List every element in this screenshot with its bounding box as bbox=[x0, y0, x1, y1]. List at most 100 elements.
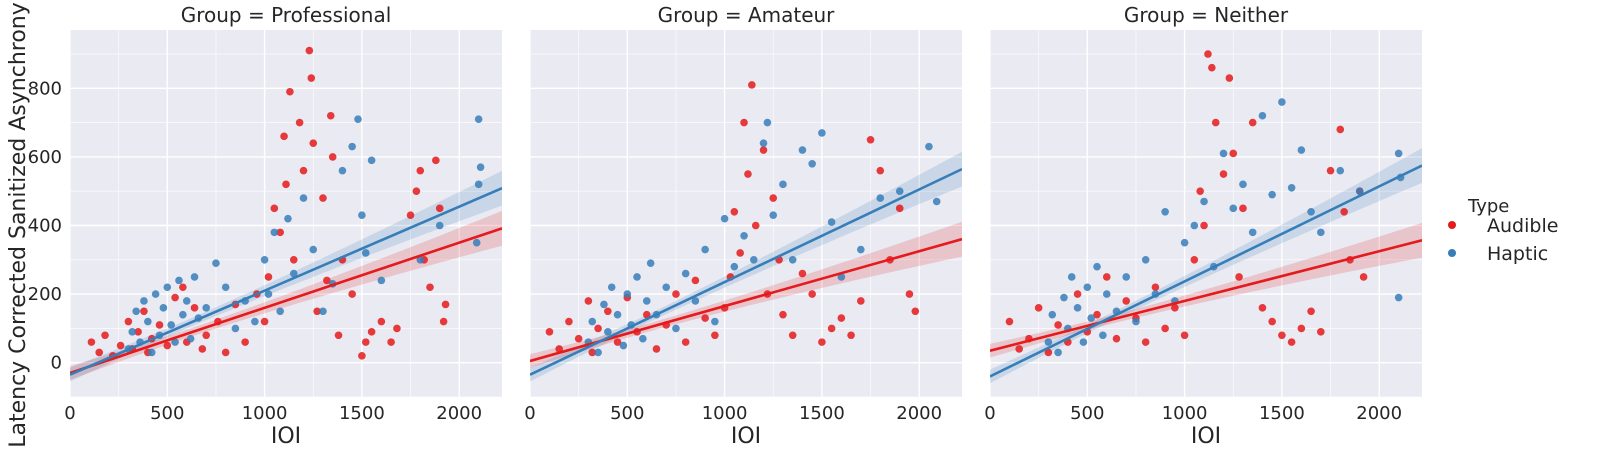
point-audible bbox=[367, 328, 376, 336]
point-haptic bbox=[190, 273, 199, 281]
point-haptic bbox=[691, 297, 700, 305]
point-haptic bbox=[289, 269, 298, 278]
point-audible bbox=[348, 290, 356, 298]
point-haptic bbox=[646, 259, 655, 268]
point-haptic bbox=[1394, 149, 1403, 158]
panel-background bbox=[530, 30, 962, 397]
point-audible bbox=[1204, 50, 1212, 58]
point-audible bbox=[565, 317, 573, 326]
point-haptic bbox=[1258, 111, 1267, 120]
point-audible bbox=[1044, 348, 1053, 357]
point-haptic bbox=[604, 328, 612, 336]
y-tick-label: 200 bbox=[28, 284, 62, 305]
point-audible bbox=[613, 338, 622, 346]
point-audible bbox=[691, 276, 700, 285]
point-haptic bbox=[1297, 146, 1306, 154]
legend-marker-haptic bbox=[1448, 249, 1456, 257]
panel-title: Group = Professional bbox=[181, 3, 392, 27]
point-haptic bbox=[299, 194, 308, 202]
point-haptic bbox=[175, 276, 183, 285]
point-audible bbox=[1054, 321, 1062, 329]
point-audible bbox=[1326, 166, 1335, 175]
point-audible bbox=[808, 290, 816, 298]
point-haptic bbox=[720, 214, 729, 223]
point-audible bbox=[711, 331, 719, 340]
point-audible bbox=[1297, 324, 1306, 333]
plot-area bbox=[530, 81, 962, 382]
point-haptic bbox=[179, 310, 187, 319]
x-tick-label: 0 bbox=[64, 403, 75, 424]
point-haptic bbox=[1200, 197, 1208, 206]
point-haptic bbox=[1287, 183, 1296, 192]
point-audible bbox=[652, 345, 661, 353]
point-audible bbox=[326, 111, 335, 120]
point-haptic bbox=[623, 290, 632, 298]
point-audible bbox=[221, 348, 230, 357]
point-haptic bbox=[740, 231, 748, 240]
point-haptic bbox=[613, 310, 622, 319]
panel-title: Group = Amateur bbox=[658, 3, 836, 27]
point-haptic bbox=[1048, 310, 1057, 319]
point-audible bbox=[1268, 317, 1276, 326]
x-tick-label: 500 bbox=[1070, 403, 1104, 424]
point-audible bbox=[1239, 204, 1247, 213]
point-audible bbox=[574, 334, 583, 343]
point-audible bbox=[441, 300, 450, 309]
regression-line-haptic bbox=[990, 164, 1422, 378]
x-tick-label: 0 bbox=[984, 403, 995, 424]
point-haptic bbox=[769, 211, 778, 220]
point-haptic bbox=[607, 283, 616, 292]
point-haptic bbox=[231, 324, 240, 333]
point-haptic bbox=[876, 194, 885, 202]
point-haptic bbox=[711, 317, 719, 326]
point-haptic bbox=[264, 290, 273, 298]
point-audible bbox=[1171, 304, 1179, 312]
point-haptic bbox=[1087, 314, 1095, 322]
point-haptic bbox=[1161, 207, 1169, 216]
point-haptic bbox=[182, 297, 191, 305]
x-axis-label: IOI bbox=[271, 424, 301, 449]
point-audible bbox=[1180, 331, 1189, 340]
x-tick-label: 1500 bbox=[799, 403, 845, 424]
point-audible bbox=[190, 304, 199, 312]
point-audible bbox=[895, 204, 904, 213]
point-audible bbox=[439, 317, 448, 326]
point-audible bbox=[435, 204, 444, 213]
regression-line-haptic bbox=[530, 167, 962, 376]
point-audible bbox=[202, 331, 211, 340]
point-haptic bbox=[857, 245, 865, 254]
point-audible bbox=[198, 345, 207, 353]
point-haptic bbox=[779, 180, 787, 189]
point-haptic bbox=[1336, 166, 1345, 175]
point-audible bbox=[1225, 74, 1234, 82]
point-audible bbox=[701, 314, 709, 322]
legend: Type Audible Haptic bbox=[1448, 196, 1558, 265]
x-tick-label: 2000 bbox=[436, 403, 482, 424]
point-audible bbox=[730, 207, 739, 216]
point-haptic bbox=[474, 115, 483, 123]
point-audible bbox=[681, 338, 690, 346]
y-tick-label: 800 bbox=[28, 78, 62, 99]
point-audible bbox=[334, 331, 343, 340]
point-audible bbox=[604, 307, 612, 316]
point-haptic bbox=[701, 245, 709, 254]
regression-line-haptic bbox=[70, 186, 502, 376]
point-haptic bbox=[167, 321, 175, 329]
point-audible bbox=[101, 331, 109, 340]
point-audible bbox=[276, 228, 284, 237]
point-haptic bbox=[284, 214, 292, 223]
point-audible bbox=[588, 348, 597, 357]
point-audible bbox=[1248, 118, 1257, 127]
point-haptic bbox=[925, 142, 933, 151]
point-audible bbox=[1307, 307, 1315, 316]
legend-label-haptic: Haptic bbox=[1487, 243, 1548, 265]
point-haptic bbox=[730, 262, 739, 271]
point-audible bbox=[876, 166, 885, 175]
point-audible bbox=[1336, 125, 1345, 134]
point-haptic bbox=[358, 211, 366, 220]
point-haptic bbox=[1394, 293, 1403, 302]
point-haptic bbox=[212, 259, 220, 268]
x-tick-label: 2000 bbox=[1356, 403, 1402, 424]
point-haptic bbox=[144, 317, 152, 326]
point-audible bbox=[309, 139, 318, 147]
